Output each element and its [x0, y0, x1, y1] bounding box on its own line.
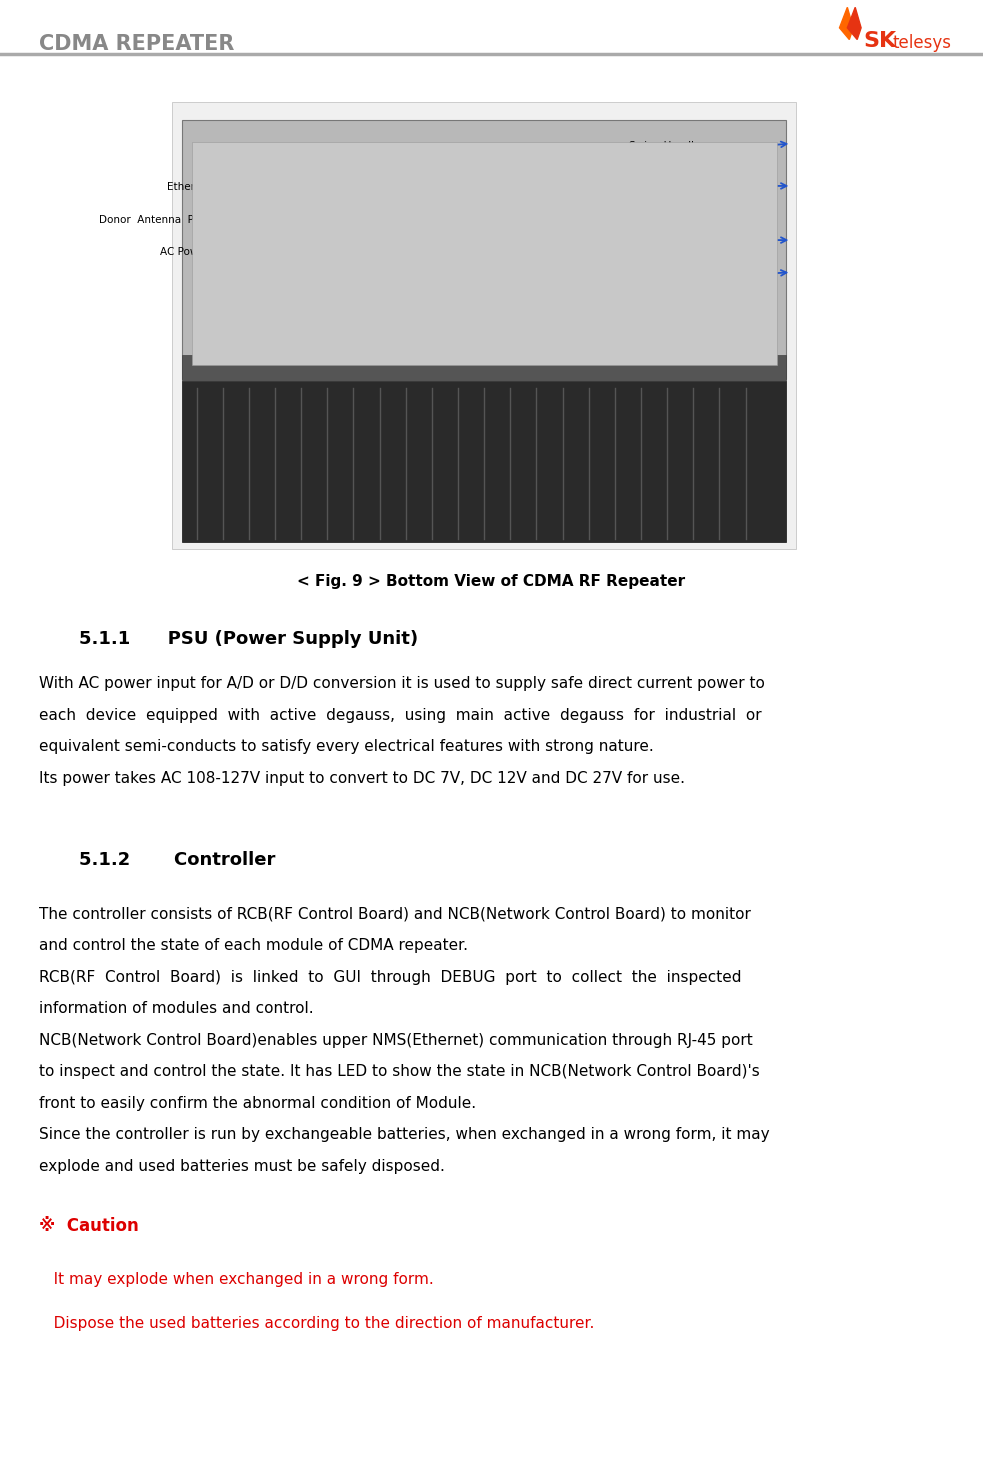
Text: Its power takes AC 108-127V input to convert to DC 7V, DC 12V and DC 27V for use: Its power takes AC 108-127V input to con… [39, 770, 685, 786]
Text: information of modules and control.: information of modules and control. [39, 1001, 314, 1016]
Text: DC 12V: DC 12V [226, 160, 265, 168]
Text: Coupling  Por t: Coupling Por t [629, 268, 706, 277]
Text: telesys: telesys [893, 34, 952, 53]
Polygon shape [847, 7, 861, 40]
Text: each  device  equipped  with  active  degauss,  using  main  active  degauss  fo: each device equipped with active degauss… [39, 707, 762, 723]
Text: SK: SK [863, 31, 896, 51]
Text: Since the controller is run by exchangeable batteries, when exchanged in a wrong: Since the controller is run by exchangea… [39, 1127, 770, 1142]
Text: Ground: Ground [207, 281, 246, 290]
Text: With AC power input for A/D or D/D conversion it is used to supply safe direct c: With AC power input for A/D or D/D conve… [39, 676, 765, 691]
Text: CDMA REPEATER: CDMA REPEATER [39, 34, 235, 54]
Text: Latch: Latch [629, 182, 658, 190]
Text: RCB(RF  Control  Board)  is  linked  to  GUI  through  DEBUG  port  to  collect : RCB(RF Control Board) is linked to GUI t… [39, 969, 742, 985]
Polygon shape [839, 7, 853, 40]
Text: Donor  Antenna  Por t: Donor Antenna Por t [98, 215, 211, 224]
Text: NCB(Network Control Board)enables upper NMS(Ethernet) communication through RJ-4: NCB(Network Control Board)enables upper … [39, 1032, 753, 1048]
Text: 5.1.2       Controller: 5.1.2 Controller [79, 851, 275, 870]
Text: (jamseum jangchi): (jamseum jangchi) [629, 205, 726, 214]
Text: and control the state of each module of CDMA repeater.: and control the state of each module of … [39, 938, 468, 953]
Text: Etherner Port: Etherner Port [167, 183, 236, 192]
Text: < Fig. 9 > Bottom View of CDMA RF Repeater: < Fig. 9 > Bottom View of CDMA RF Repeat… [298, 574, 685, 589]
Text: Swing Handle: Swing Handle [629, 142, 701, 151]
Text: The controller consists of RCB(RF Control Board) and NCB(Network Control Board) : The controller consists of RCB(RF Contro… [39, 906, 751, 922]
FancyBboxPatch shape [172, 102, 796, 549]
Text: It may explode when exchanged in a wrong form.: It may explode when exchanged in a wrong… [39, 1272, 434, 1287]
Text: front to easily confirm the abnormal condition of Module.: front to easily confirm the abnormal con… [39, 1095, 477, 1111]
Text: ※  Caution: ※ Caution [39, 1217, 139, 1234]
Text: Dispose the used batteries according to the direction of manufacturer.: Dispose the used batteries according to … [39, 1316, 595, 1331]
Text: explode and used batteries must be safely disposed.: explode and used batteries must be safel… [39, 1158, 445, 1174]
Text: equivalent semi-conducts to satisfy every electrical features with strong nature: equivalent semi-conducts to satisfy ever… [39, 739, 654, 754]
FancyBboxPatch shape [182, 354, 786, 381]
FancyBboxPatch shape [192, 142, 777, 365]
Text: to inspect and control the state. It has LED to show the state in NCB(Network Co: to inspect and control the state. It has… [39, 1064, 760, 1079]
FancyBboxPatch shape [182, 120, 786, 379]
Text: Service  Antenna  Por t: Service Antenna Por t [629, 236, 749, 244]
Text: 5.1.1      PSU (Power Supply Unit): 5.1.1 PSU (Power Supply Unit) [79, 630, 418, 647]
FancyBboxPatch shape [182, 381, 786, 542]
Text: AC Power  IN: AC Power IN [159, 247, 226, 256]
